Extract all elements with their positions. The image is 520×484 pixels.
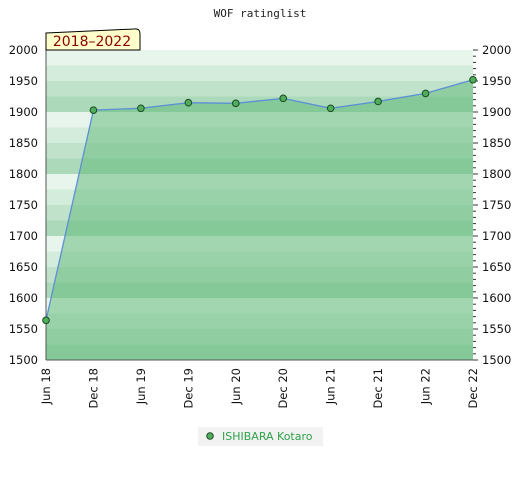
series-line xyxy=(45,79,474,321)
y-tick-label-right: 1850 xyxy=(482,136,511,150)
y-tick-label-left: 2000 xyxy=(9,43,38,57)
badge-label: 2018–2022 xyxy=(53,34,131,50)
y-tick-label-left: 1850 xyxy=(9,136,38,150)
year-range-badge: 2018–2022 xyxy=(45,28,141,51)
x-tick-label: Jun 22 xyxy=(419,368,433,405)
data-point-marker xyxy=(279,94,288,103)
x-tick-label: Jun 20 xyxy=(229,368,243,405)
data-point-marker xyxy=(231,99,240,108)
background-band xyxy=(46,50,473,66)
data-point-marker xyxy=(89,106,98,114)
y-tick-label-left: 1900 xyxy=(9,105,38,119)
y-tick-label-right: 1500 xyxy=(482,353,511,367)
data-point-marker xyxy=(42,316,50,325)
x-tick-label: Jun 18 xyxy=(39,368,53,405)
chart-title: WOF ratinglist xyxy=(214,7,307,20)
y-tick-label-right: 1600 xyxy=(482,291,511,305)
area-fill xyxy=(46,79,473,360)
axes: 2000 2000 1950 1950 1900 1900 1850 1850 1800 1800… xyxy=(9,43,512,409)
y-tick-label-left: 1600 xyxy=(9,291,38,305)
legend-marker xyxy=(206,432,214,440)
x-tick-label: Dec 22 xyxy=(466,368,480,409)
series-markers xyxy=(42,75,477,325)
y-tick-label-left: 1950 xyxy=(9,74,38,88)
y-tick-label-right: 1950 xyxy=(482,74,511,88)
x-tick-label: Jun 21 xyxy=(324,368,338,405)
x-tick-label: Dec 20 xyxy=(276,368,290,409)
x-tick-label: Jun 19 xyxy=(134,368,148,405)
y-tick-label-right: 1650 xyxy=(482,260,511,274)
legend-series-label: ISHIBARA Kotaro xyxy=(222,430,313,443)
x-tick-label: Dec 21 xyxy=(371,368,385,409)
series-line-layer xyxy=(45,79,474,321)
data-point-marker xyxy=(374,97,382,106)
y-tick-label-right: 1800 xyxy=(482,167,511,181)
background-band xyxy=(46,81,473,97)
data-point-marker xyxy=(421,89,430,98)
y-tick-label-right: 1750 xyxy=(482,198,511,212)
data-point-marker xyxy=(469,75,477,84)
x-tick-label: Dec 18 xyxy=(86,368,100,409)
y-tick-label-right: 1700 xyxy=(482,229,511,243)
x-tick-label: Dec 19 xyxy=(181,368,195,409)
background-band xyxy=(46,65,473,81)
y-tick-label-left: 1750 xyxy=(9,198,38,212)
y-tick-label-left: 1500 xyxy=(9,353,38,367)
data-point-marker xyxy=(326,104,335,113)
y-tick-label-left: 1700 xyxy=(9,229,38,243)
y-tick-label-left: 1550 xyxy=(9,322,38,336)
y-tick-label-left: 1800 xyxy=(9,167,38,181)
y-tick-label-left: 1650 xyxy=(9,260,38,274)
series-area-fill xyxy=(46,79,473,360)
data-point-marker xyxy=(184,98,193,107)
badge-shape xyxy=(45,28,141,51)
legend-box xyxy=(198,427,323,446)
y-tick-label-right: 1900 xyxy=(482,105,511,119)
y-tick-label-right: 1550 xyxy=(482,322,511,336)
y-tick-label-right: 2000 xyxy=(482,43,511,57)
data-point-marker xyxy=(137,104,145,113)
legend: ISHIBARA Kotaro xyxy=(198,427,323,446)
